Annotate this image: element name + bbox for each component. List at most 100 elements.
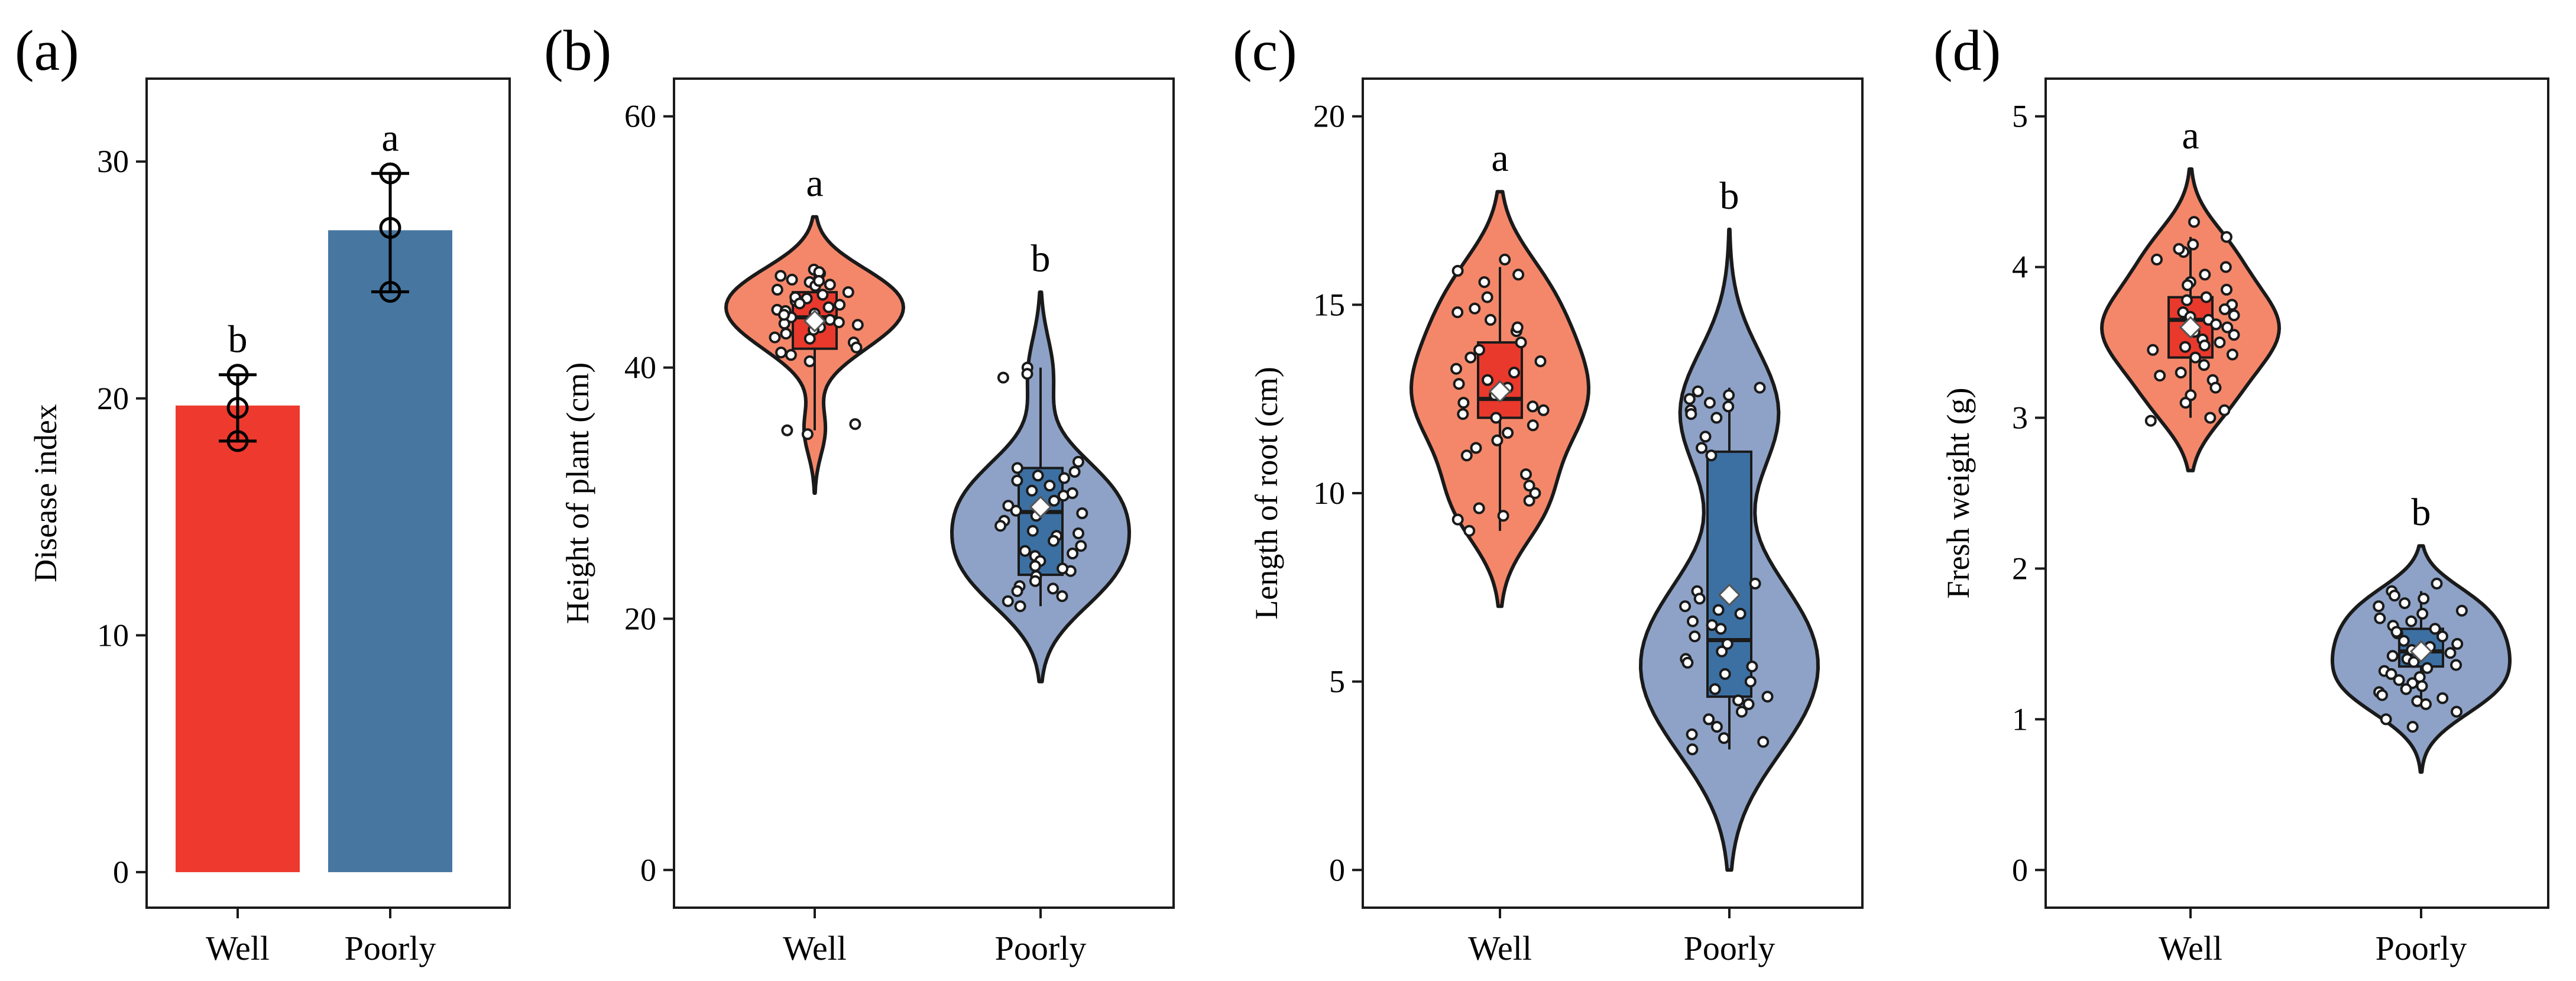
data-point — [1520, 468, 1532, 481]
data-point — [1734, 607, 1747, 620]
data-point — [2416, 680, 2428, 692]
data-point — [1527, 419, 1539, 432]
data-point — [1683, 393, 1696, 405]
data-point — [2416, 607, 2429, 620]
plot-frame — [145, 77, 511, 909]
data-point — [2374, 612, 2386, 624]
data-point — [2204, 412, 2217, 424]
data-point — [1749, 577, 1761, 590]
data-point — [1068, 465, 1081, 478]
data-point — [1512, 268, 1525, 281]
data-point — [1485, 313, 1496, 326]
panel-label: (d) — [1933, 19, 2001, 83]
data-point — [2228, 329, 2240, 341]
data-point — [1689, 630, 1701, 643]
data-point — [832, 316, 845, 329]
data-point — [803, 332, 816, 345]
data-point — [822, 301, 835, 313]
panel-a: (a) 0 10 20 30 Disease index Well Poorly b a — [15, 19, 511, 967]
data-point — [1523, 480, 1535, 492]
mean-marker — [2409, 640, 2433, 663]
data-point — [1029, 560, 1041, 572]
data-point — [2418, 593, 2430, 605]
data-point — [1719, 668, 1731, 680]
data-point — [1011, 462, 1023, 474]
data-point — [775, 270, 787, 282]
data-point — [1460, 449, 1473, 462]
data-point — [2182, 279, 2193, 292]
data-point — [1744, 675, 1757, 688]
data-point — [834, 299, 846, 311]
data-point — [1499, 253, 1511, 266]
data-point — [1686, 743, 1699, 756]
data-point — [2219, 261, 2232, 273]
data-point — [1453, 378, 1465, 390]
data-point — [1076, 507, 1088, 519]
data-point — [2199, 268, 2211, 281]
data-point — [803, 355, 816, 367]
y-tick-label: 20 — [1313, 99, 1345, 134]
panel-label: (c) — [1233, 19, 1297, 83]
data-point — [2421, 662, 2434, 674]
y-tick-label: 15 — [1313, 287, 1345, 322]
data-point — [1057, 562, 1069, 575]
data-point — [1072, 455, 1084, 468]
data-point — [1722, 400, 1735, 413]
data-point — [2380, 713, 2392, 726]
data-point — [2198, 339, 2211, 352]
data-point — [1527, 400, 1539, 413]
data-point — [2386, 650, 2399, 662]
data-point — [1706, 619, 1718, 631]
data-point — [1699, 430, 1712, 443]
data-point — [1011, 585, 1023, 597]
y-tick-label: 5 — [2012, 99, 2028, 134]
data-point — [1502, 427, 1514, 439]
y-tick-label: 10 — [1313, 475, 1345, 511]
significance-letter: a — [381, 116, 398, 160]
data-point — [2209, 381, 2222, 394]
data-point — [2198, 359, 2210, 371]
data-point — [1490, 412, 1502, 424]
data-point — [1735, 705, 1748, 718]
box-poorly — [1706, 450, 1752, 698]
mean-marker — [803, 309, 827, 333]
data-point — [1014, 600, 1026, 613]
y-tick-label: 0 — [1329, 852, 1345, 888]
data-point — [2180, 294, 2193, 306]
mean-marker — [2179, 316, 2202, 339]
data-point — [2226, 348, 2238, 361]
data-point — [1457, 397, 1470, 409]
data-point — [1019, 545, 1031, 557]
data-point — [1058, 472, 1070, 484]
significance-letter: b — [1031, 237, 1051, 280]
data-point — [1481, 291, 1493, 303]
data-point — [1451, 306, 1464, 319]
data-point — [850, 341, 863, 354]
y-axis-title: Fresh weight (g) — [1940, 388, 1976, 599]
data-point — [1451, 265, 1464, 277]
data-point — [1710, 721, 1723, 733]
data-point — [2390, 626, 2403, 638]
data-point — [780, 328, 792, 340]
data-point — [1478, 276, 1490, 289]
mean-marker — [1718, 583, 1741, 607]
data-point — [1709, 683, 1721, 695]
data-point — [2173, 243, 2185, 255]
data-point — [1047, 582, 1059, 595]
plot-frame — [673, 77, 1175, 909]
data-point — [1463, 525, 1476, 537]
data-point — [2175, 367, 2187, 379]
data-point — [1723, 389, 1735, 402]
data-point — [1010, 504, 1022, 517]
x-tick-label-well: Well — [783, 929, 847, 967]
data-point — [1066, 487, 1078, 499]
data-point — [226, 364, 249, 386]
data-point — [2405, 615, 2418, 627]
data-point — [2218, 303, 2231, 315]
data-point — [769, 331, 781, 344]
data-point — [1048, 494, 1060, 507]
data-point — [1469, 302, 1481, 315]
bar-poorly — [328, 230, 452, 872]
data-point — [1710, 412, 1723, 424]
plot-frame — [1362, 77, 1864, 909]
